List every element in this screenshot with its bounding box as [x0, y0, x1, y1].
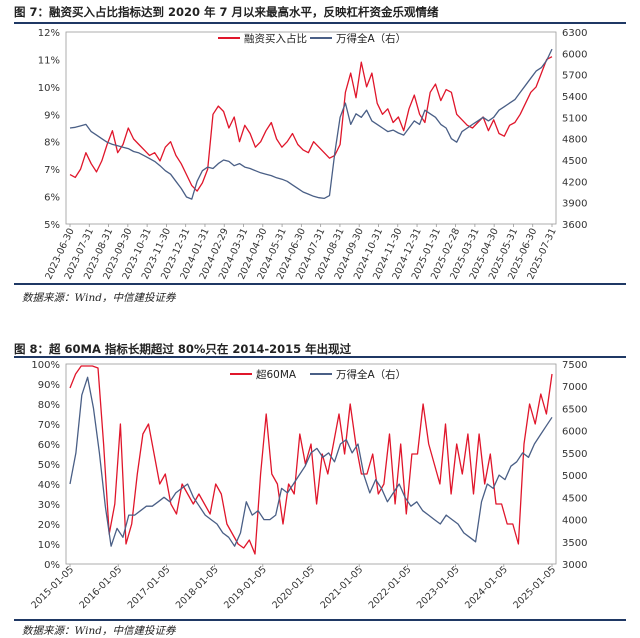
series-line-right — [69, 48, 553, 200]
y-right-tick-label: 5000 — [562, 471, 587, 482]
y-left-tick-label: 8% — [44, 138, 60, 149]
figure-7-title: 图 7：融资买入占比指标达到 2020 年 7 月以来最高水平，反映杠杆资金乐观… — [14, 5, 439, 19]
y-right-tick-label: 5700 — [562, 71, 587, 82]
y-left-tick-label: 0% — [44, 560, 60, 571]
y-right-tick-label: 4200 — [562, 177, 587, 188]
series-line-left — [69, 56, 553, 192]
y-left-tick-label: 12% — [38, 28, 60, 39]
y-left-tick-label: 40% — [38, 480, 60, 491]
figure-7-top-rule — [14, 22, 626, 24]
y-left-tick-label: 80% — [38, 400, 60, 411]
y-right-tick-label: 5400 — [562, 92, 587, 103]
y-right-tick-label: 7000 — [562, 382, 587, 393]
figure-8-top-rule — [14, 356, 626, 358]
x-tick-label: 2018-01-05 — [174, 564, 221, 611]
x-tick-label: 2016-01-05 — [77, 564, 124, 611]
x-tick-label: 2021-01-05 — [318, 564, 365, 611]
y-right-tick-label: 4000 — [562, 516, 587, 527]
y-left-tick-label: 50% — [38, 460, 60, 471]
y-right-tick-label: 4500 — [562, 493, 587, 504]
figure-7-chart: 5% 6% 7% 8% 9% 10% 11% 12% 3600 3900 4200 4500 4800 5… — [38, 28, 588, 281]
y-left-tick-label: 5% — [44, 220, 60, 231]
legend-label: 万得全A（右） — [336, 32, 406, 45]
figure-7-source: 数据来源：Wind，中信建投证券 — [22, 292, 176, 304]
x-tick-label: 2023-01-05 — [415, 564, 462, 611]
y-right-tick-label: 3500 — [562, 538, 587, 549]
y-right-tick-label: 6000 — [562, 427, 587, 438]
y-right-tick-label: 5500 — [562, 449, 587, 460]
series-line-left — [69, 365, 553, 555]
y-left-tick-label: 7% — [44, 165, 60, 176]
figure-8-chart: 0% 10% 20% 30% 40% 50% 60% 70% 80% 90% 100% 3000 350… — [29, 360, 587, 611]
y-right-tick-label: 7500 — [562, 360, 587, 371]
y-right-tick-label: 3600 — [562, 220, 587, 231]
y-left-tick-label: 10% — [38, 540, 60, 551]
y-right-tick-label: 5100 — [562, 113, 587, 124]
y-right-tick-label: 3000 — [562, 560, 587, 571]
figure-8-bottom-rule — [14, 619, 626, 621]
x-tick-label: 2025-01-05 — [511, 564, 558, 611]
y-right-tick-label: 6500 — [562, 404, 587, 415]
y-right-tick-label: 6000 — [562, 49, 587, 60]
x-tick-label: 2022-01-05 — [367, 564, 414, 611]
legend-label: 超60MA — [256, 368, 297, 381]
y-left-tick-label: 20% — [38, 520, 60, 531]
legend-label: 融资买入占比 — [244, 32, 307, 45]
y-right-tick-label: 3900 — [562, 199, 587, 210]
legend-label: 万得全A（右） — [336, 368, 406, 381]
y-left-tick-label: 70% — [38, 420, 60, 431]
y-left-tick-label: 9% — [44, 110, 60, 121]
plot-frame — [65, 31, 557, 225]
y-left-tick-label: 90% — [38, 380, 60, 391]
y-left-tick-label: 11% — [38, 55, 60, 66]
y-left-tick-label: 6% — [44, 193, 60, 204]
x-tick-label: 2017-01-05 — [126, 564, 173, 611]
figure-8-source: 数据来源：Wind，中信建投证券 — [22, 625, 176, 637]
x-tick-label: 2019-01-05 — [222, 564, 269, 611]
y-left-tick-label: 60% — [38, 440, 60, 451]
figure-7-bottom-rule — [14, 283, 626, 285]
y-left-tick-label: 100% — [31, 360, 60, 371]
figure-8-title: 图 8：超 60MA 指标长期超过 80%只在 2014-2015 年出现过 — [14, 342, 352, 356]
y-right-tick-label: 4500 — [562, 156, 587, 167]
y-right-tick-label: 6300 — [562, 28, 587, 39]
y-right-tick-label: 4800 — [562, 135, 587, 146]
y-left-tick-label: 10% — [38, 83, 60, 94]
series-line-right — [69, 376, 553, 547]
x-tick-label: 2015-01-05 — [29, 564, 76, 611]
x-tick-label: 2020-01-05 — [270, 564, 317, 611]
x-tick-label: 2024-01-05 — [463, 564, 510, 611]
y-left-tick-label: 30% — [38, 500, 60, 511]
